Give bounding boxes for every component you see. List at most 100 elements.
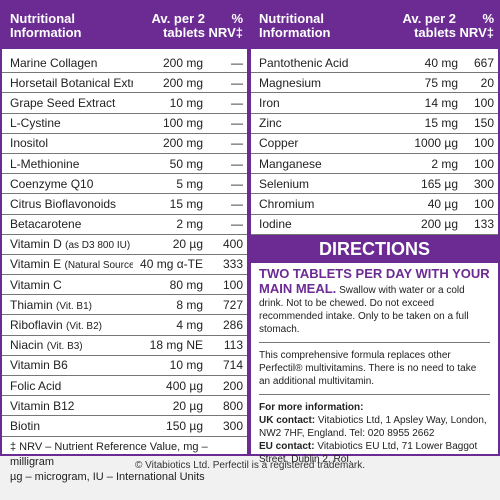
nutrient-name-note: (Vit. B1) <box>56 300 92 312</box>
nutrient-row: Vitamin C 80 mg 100 <box>2 275 247 296</box>
nutrient-row: Biotin 150 µg 300 <box>2 416 247 437</box>
nutrient-amount: 200 mg <box>162 136 203 151</box>
nutrient-nrv: — <box>231 176 243 191</box>
nutrient-name-text: Vitamin C <box>10 277 62 292</box>
nutrient-nrv: — <box>231 217 243 232</box>
nutrient-name: L-Methionine <box>10 157 133 171</box>
nutrient-nrv: 113 <box>223 338 243 353</box>
nutrient-nrv: 667 <box>473 55 494 70</box>
nutrient-row: Inositol 200 mg — <box>2 134 247 154</box>
nutrient-name: Pantothenic Acid <box>259 56 378 70</box>
nutrient-name-text: Vitamin B6 <box>10 358 68 373</box>
directions-body: TWO TABLETS PER DAY WITH YOUR MAIN MEAL.… <box>251 263 498 470</box>
nutrient-row: L-Methionine 50 mg — <box>2 154 247 175</box>
nutrient-name: Horsetail Botanical Extract <box>10 76 133 90</box>
more-info-label: For more information: <box>259 401 364 413</box>
nutrient-name: Vitamin B6 <box>10 358 133 372</box>
nutrient-name-text: Iodine <box>259 217 292 232</box>
nutrient-amount: 2 mg <box>176 217 203 232</box>
nutrient-name: Iodine <box>259 217 378 231</box>
nutrient-name-text: Pantothenic Acid <box>259 55 349 70</box>
nutrient-name-text: Thiamin <box>10 297 53 312</box>
nutrient-nrv: 800 <box>222 398 243 413</box>
uk-contact: UK contact: Vitabiotics Ltd, 1 Apsley Wa… <box>259 414 490 440</box>
nutrient-name-text: Zinc <box>259 116 282 131</box>
nutrient-amount: 20 µg <box>172 398 203 413</box>
nutrient-name: Iron <box>259 96 378 110</box>
nutrient-nrv: — <box>231 156 243 171</box>
nutrient-name-note: (Vit. B2) <box>66 321 102 333</box>
right-panel: Nutritional Information Av. per 2 tablet… <box>249 0 500 465</box>
nutrient-nrv: 300 <box>222 418 243 433</box>
nutrient-nrv: — <box>231 196 243 211</box>
eu-contact: EU contact: Vitabiotics EU Ltd, 71 Lower… <box>259 440 490 466</box>
nutrient-row: Zinc 15 mg 150 <box>251 114 498 134</box>
nutrient-amount: 15 mg <box>169 196 203 211</box>
nutrient-row: Selenium 165 µg 300 <box>251 174 498 195</box>
nutrient-amount: 10 mg <box>169 95 203 110</box>
nutrient-name-text: Riboflavin <box>10 318 63 333</box>
footnote-line-2: µg – microgram, IU – International Units <box>10 471 205 483</box>
nutrient-row: Grape Seed Extract 10 mg — <box>2 93 247 114</box>
nutrient-row: Citrus Bioflavonoids 15 mg — <box>2 194 247 215</box>
nutrient-nrv: 100 <box>473 196 494 211</box>
nutrient-name-text: Vitamin D <box>10 237 62 252</box>
nutrient-name-text: Citrus Bioflavonoids <box>10 196 117 211</box>
nutrient-nrv: 200 <box>222 378 243 393</box>
nutrient-row: Marine Collagen 200 mg — <box>2 53 247 74</box>
nutrient-name-note: (Natural Source) <box>64 260 133 272</box>
trademark-note: © Vitabiotics Ltd. Perfectil is a regist… <box>134 460 366 471</box>
nutrient-name: Zinc <box>259 116 378 130</box>
nutrient-name: Thiamin (Vit. B1) <box>10 298 133 312</box>
nutrient-name-text: Betacarotene <box>10 217 82 232</box>
nutrient-name-note: (Vit. B3) <box>46 341 83 353</box>
nutrient-name: Biotin <box>10 419 133 433</box>
directions-text: Swallow with water or a cold drink. Not … <box>259 284 469 335</box>
nutrient-row: Riboflavin (Vit. B2) 4 mg 286 <box>2 315 247 336</box>
nutrient-name: Betacarotene <box>10 217 133 231</box>
nutrient-amount: 5 mg <box>176 176 203 191</box>
left-header-col3: % NRV‡ <box>208 10 243 40</box>
nutrient-name-text: Chromium <box>259 196 315 211</box>
nutrient-nrv: 100 <box>473 95 494 110</box>
nutrient-name-text: Grape Seed Extract <box>10 95 116 110</box>
directions-para2: This comprehensive formula replaces othe… <box>259 349 477 387</box>
nutrient-row: Betacarotene 2 mg — <box>2 215 247 235</box>
nutrient-name-text: Biotin <box>10 418 41 433</box>
nutrient-name: Marine Collagen <box>10 56 133 70</box>
nutrient-nrv: — <box>231 136 243 151</box>
directions-strong: TWO TABLETS PER DAY WITH YOUR MAIN MEAL. <box>259 265 490 296</box>
nutrient-nrv: 300 <box>473 176 494 191</box>
nutrient-amount: 400 µg <box>166 378 203 393</box>
divider <box>259 393 490 395</box>
nutrient-name: Vitamin E (Natural Source) <box>10 257 133 271</box>
nutrient-row: Iron 14 mg 100 <box>251 93 498 114</box>
nutrient-amount: 18 mg NE <box>149 338 203 353</box>
left-footnote: ‡ NRV – Nutrient Reference Value, mg – m… <box>10 440 250 485</box>
nutrient-name-text: Vitamin E <box>10 257 62 272</box>
nutrient-name: Vitamin B12 <box>10 399 133 413</box>
nutrient-amount: 80 mg <box>169 277 203 292</box>
nutrient-amount: 75 mg <box>424 75 458 90</box>
left-panel: Nutritional Information Av. per 2 tablet… <box>0 0 249 483</box>
nutrient-row: Vitamin D (as D3 800 IU) 20 µg 400 <box>2 235 247 255</box>
nutrient-nrv: — <box>231 95 243 110</box>
nutrient-nrv: 286 <box>222 318 243 333</box>
nutrient-row: Vitamin B6 10 mg 714 <box>2 356 247 376</box>
nutrient-amount: 165 µg <box>421 176 458 191</box>
nutrient-name-text: Vitamin B12 <box>10 398 75 413</box>
nutrient-name-text: L-Methionine <box>10 156 80 171</box>
nutrient-name-text: Iron <box>259 95 280 110</box>
nutrient-nrv: — <box>231 75 243 90</box>
nutrient-name: Manganese <box>259 157 378 171</box>
nutrient-name: Copper <box>259 136 378 150</box>
footnote-line-1: ‡ NRV – Nutrient Reference Value, mg – m… <box>10 441 208 468</box>
nutrient-nrv: — <box>231 116 243 131</box>
left-header-col1: Nutritional Information <box>10 10 82 40</box>
nutrient-nrv: — <box>231 55 243 70</box>
nutrient-nrv: 400 <box>222 237 243 252</box>
nutrient-name-text: Selenium <box>259 176 310 191</box>
nutrient-amount: 100 mg <box>162 116 203 131</box>
eu-contact-label: EU contact: <box>259 440 315 452</box>
